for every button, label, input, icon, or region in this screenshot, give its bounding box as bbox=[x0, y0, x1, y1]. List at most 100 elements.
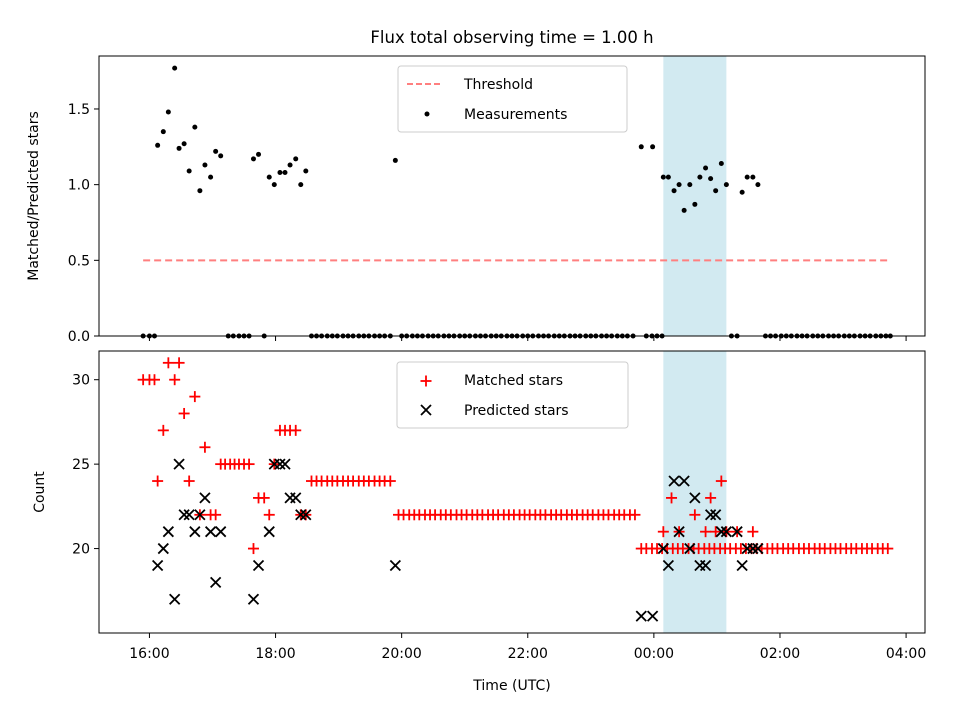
legend-predicted-swatch bbox=[420, 404, 432, 416]
predicted-point-b bbox=[152, 559, 164, 572]
legend-matched-label: Matched stars bbox=[464, 373, 563, 389]
predicted-point-b bbox=[662, 559, 675, 572]
predicted-point-b bbox=[247, 593, 260, 605]
x-tick-label: 20:00 bbox=[381, 646, 421, 662]
predicted-point-b bbox=[752, 542, 764, 555]
predicted-point-b bbox=[678, 475, 690, 487]
measurement-point bbox=[181, 141, 187, 147]
predicted-point bbox=[389, 559, 401, 572]
x-tick-label: 16:00 bbox=[129, 646, 169, 662]
measurement-point bbox=[718, 160, 724, 166]
measurement-point bbox=[687, 182, 693, 188]
predicted-point bbox=[736, 559, 748, 572]
predicted-point bbox=[169, 593, 181, 605]
ratio-x-ticks bbox=[148, 336, 907, 341]
matched-point bbox=[157, 424, 169, 436]
predicted-point-b bbox=[252, 559, 265, 572]
predicted-point bbox=[295, 509, 307, 521]
predicted-point bbox=[668, 475, 680, 487]
predicted-point-b bbox=[204, 526, 217, 538]
measurement-point bbox=[208, 174, 214, 180]
predicted-point bbox=[731, 526, 743, 538]
x-axis-label: Time (UTC) bbox=[472, 678, 550, 694]
measurement-point bbox=[665, 174, 671, 180]
predicted-point bbox=[300, 509, 312, 521]
matched-point bbox=[384, 475, 396, 487]
measurement-point bbox=[282, 170, 288, 176]
ratio-y-axis-label: Matched/Predicted stars bbox=[26, 111, 42, 281]
measurement-point bbox=[692, 201, 698, 207]
matched-point bbox=[148, 374, 160, 386]
predicted-point bbox=[189, 526, 201, 538]
measurement-point bbox=[197, 188, 203, 194]
matched-point bbox=[705, 492, 717, 504]
predicted-point-b bbox=[689, 492, 701, 504]
matched-point bbox=[169, 374, 181, 386]
measurement-point bbox=[176, 145, 182, 151]
measurement-point bbox=[172, 65, 178, 71]
ratio-axes-frame bbox=[98, 55, 926, 337]
x-tick-label: 02:00 bbox=[760, 646, 800, 662]
predicted-point bbox=[178, 509, 190, 521]
predicted-point-b bbox=[295, 509, 307, 521]
predicted-point-b bbox=[215, 526, 227, 538]
predicted-point bbox=[752, 542, 764, 555]
measurement-point bbox=[250, 156, 256, 162]
measurement-point bbox=[697, 174, 703, 180]
measurement-point bbox=[293, 156, 299, 162]
predicted-point-b bbox=[178, 509, 190, 521]
predicted-point bbox=[689, 492, 701, 504]
observing-span-bottom bbox=[663, 351, 727, 633]
predicted-point-b bbox=[274, 458, 286, 470]
matched-point bbox=[183, 475, 195, 487]
measurement-point bbox=[213, 148, 219, 154]
predicted-point bbox=[252, 559, 265, 572]
measurement-point bbox=[723, 182, 729, 188]
measurement-point bbox=[660, 174, 666, 180]
matched-point bbox=[747, 526, 759, 538]
measurement-point bbox=[165, 109, 171, 115]
ratio-y-ticks: 0.0 0.5 1.0 1.5 bbox=[68, 102, 99, 345]
y-tick-label: 0.5 bbox=[68, 253, 90, 269]
legend-matched-swatch bbox=[420, 375, 432, 387]
predicted-point-b bbox=[157, 542, 169, 555]
predicted-point-b bbox=[169, 593, 181, 605]
matched-point bbox=[189, 391, 201, 403]
measurement-point bbox=[303, 168, 309, 174]
legend-predicted-label: Predicted stars bbox=[464, 403, 569, 419]
matched-point bbox=[666, 492, 678, 504]
predicted-point-b bbox=[731, 526, 743, 538]
legend-measurements-label: Measurements bbox=[464, 107, 567, 123]
matched-point bbox=[199, 441, 211, 453]
matched-point bbox=[152, 475, 164, 487]
count-marks bbox=[137, 357, 894, 622]
y-tick-label: 20 bbox=[72, 542, 90, 558]
measurement-point bbox=[739, 189, 745, 195]
ratio-legend-box bbox=[397, 65, 628, 133]
predicted-point bbox=[152, 559, 164, 572]
predicted-point bbox=[199, 492, 211, 504]
count-legend-box bbox=[396, 361, 629, 429]
predicted-point-b bbox=[747, 542, 759, 555]
matched-point bbox=[247, 543, 259, 555]
measurement-point bbox=[256, 151, 262, 157]
measurement-point bbox=[703, 165, 709, 171]
y-tick-label: 0.0 bbox=[68, 329, 90, 345]
legend-threshold-label: Threshold bbox=[463, 77, 533, 93]
measurement-point bbox=[681, 207, 687, 213]
matched-point bbox=[173, 357, 185, 369]
predicted-point-b bbox=[290, 492, 302, 504]
predicted-point-b bbox=[715, 526, 727, 538]
predicted-point-b bbox=[646, 610, 659, 622]
predicted-point bbox=[274, 458, 286, 470]
matched-point bbox=[629, 509, 641, 521]
predicted-point-b bbox=[736, 559, 748, 572]
measurement-point bbox=[192, 124, 198, 130]
predicted-point bbox=[684, 542, 696, 555]
legend-measurements-swatch bbox=[424, 111, 430, 117]
measurement-point bbox=[298, 182, 304, 188]
ratio-panel: 0.0 0.5 1.0 1.5 Matched/Predicted stars Thr… bbox=[26, 55, 926, 345]
predicted-point-b bbox=[189, 526, 201, 538]
matched-point bbox=[258, 492, 270, 504]
